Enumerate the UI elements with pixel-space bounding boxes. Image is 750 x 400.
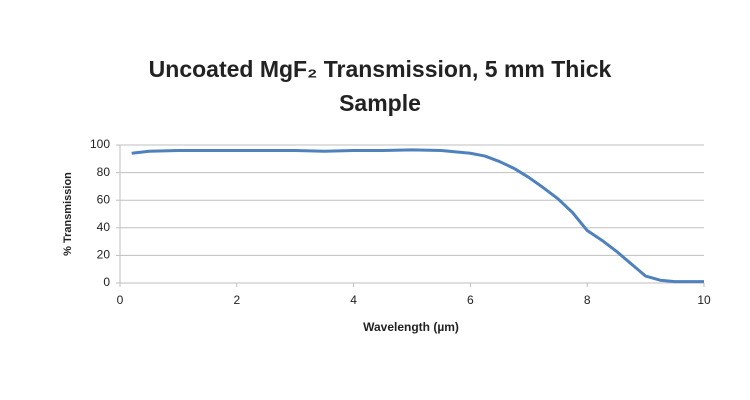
x-tick-label: 4 [350, 293, 357, 307]
x-tick-label: 8 [584, 293, 591, 307]
chart-title: Uncoated MgF₂ Transmission, 5 mm Thick S… [148, 56, 612, 116]
x-tick-label: 0 [117, 293, 124, 307]
y-tick-label: 100 [90, 137, 110, 151]
y-tick-label: 0 [103, 275, 110, 289]
y-tick-label: 20 [97, 248, 111, 262]
data-line [131, 148, 704, 284]
x-tick-label: 6 [467, 293, 474, 307]
y-tick-label: 80 [97, 165, 111, 179]
y-tick-label: 40 [97, 220, 111, 234]
x-tick-label: 10 [697, 293, 711, 307]
y-axis-label: % Transmission [62, 172, 74, 256]
x-tick-label: 2 [233, 293, 240, 307]
x-axis-label: Wavelength (µm) [363, 320, 459, 334]
y-tick-label: 60 [97, 192, 111, 206]
